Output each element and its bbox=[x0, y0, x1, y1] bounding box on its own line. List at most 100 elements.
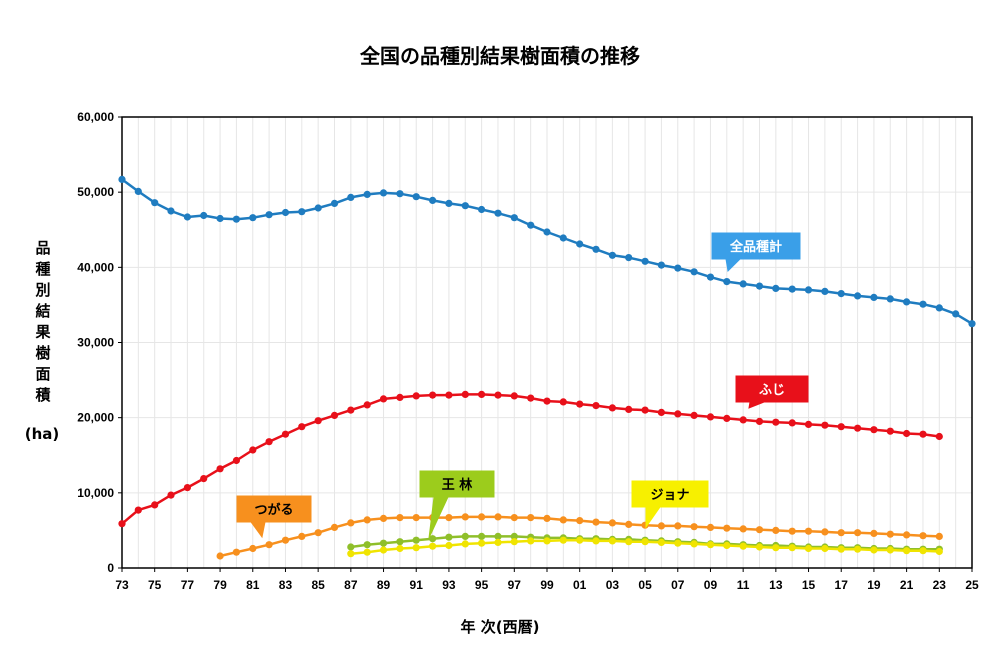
series-1 bbox=[118, 390, 943, 528]
data-point bbox=[510, 392, 518, 400]
data-point bbox=[118, 175, 126, 183]
data-point bbox=[674, 539, 682, 547]
y-tick-label: 50,000 bbox=[77, 185, 114, 199]
data-point bbox=[935, 304, 943, 312]
x-tick-label: 01 bbox=[573, 578, 587, 592]
x-tick-label: 13 bbox=[769, 578, 783, 592]
data-point bbox=[134, 506, 142, 514]
x-tick-label: 93 bbox=[442, 578, 456, 592]
data-point bbox=[249, 446, 257, 454]
data-point bbox=[706, 523, 715, 532]
y-axis-unit: (ha) bbox=[24, 425, 60, 443]
data-point bbox=[298, 532, 306, 541]
data-point bbox=[183, 484, 191, 492]
data-point bbox=[870, 529, 878, 538]
data-point bbox=[576, 240, 584, 248]
data-point bbox=[379, 514, 388, 523]
data-point bbox=[412, 193, 420, 201]
data-point bbox=[445, 199, 453, 207]
x-tick-label: 07 bbox=[671, 578, 685, 592]
series-4 bbox=[347, 536, 943, 558]
data-point bbox=[379, 395, 388, 403]
data-point bbox=[347, 543, 355, 551]
data-point bbox=[396, 393, 404, 401]
x-tick-label: 99 bbox=[540, 578, 554, 592]
data-point bbox=[559, 234, 567, 242]
data-point bbox=[510, 214, 518, 222]
data-point bbox=[461, 390, 469, 398]
data-point bbox=[772, 284, 780, 292]
data-point bbox=[527, 514, 535, 522]
data-point bbox=[804, 420, 813, 428]
data-point bbox=[657, 408, 666, 416]
data-point bbox=[363, 541, 371, 549]
data-point bbox=[804, 286, 813, 294]
data-point bbox=[690, 268, 698, 276]
data-point bbox=[363, 548, 371, 556]
data-point bbox=[527, 537, 535, 545]
data-point bbox=[690, 523, 698, 531]
data-point bbox=[935, 547, 943, 556]
callout-box bbox=[735, 375, 809, 409]
data-point bbox=[723, 541, 731, 550]
data-point bbox=[429, 391, 437, 399]
data-point bbox=[461, 532, 469, 541]
data-point bbox=[739, 280, 747, 288]
data-point bbox=[412, 544, 420, 552]
y-tick-label: 0 bbox=[107, 561, 114, 575]
x-tick-label: 85 bbox=[311, 578, 325, 592]
data-point bbox=[968, 320, 976, 328]
data-point bbox=[625, 520, 633, 529]
data-point bbox=[347, 193, 355, 201]
data-point bbox=[821, 544, 829, 553]
data-point bbox=[739, 542, 747, 550]
data-point bbox=[674, 410, 682, 418]
data-point bbox=[478, 390, 486, 398]
data-point bbox=[788, 527, 796, 535]
data-point bbox=[919, 300, 927, 308]
data-point bbox=[429, 542, 437, 550]
data-point bbox=[935, 532, 943, 541]
series-label: ふじ bbox=[759, 383, 785, 398]
data-point bbox=[837, 529, 845, 537]
data-point bbox=[592, 245, 600, 253]
y-tick-label: 30,000 bbox=[77, 336, 114, 350]
data-point bbox=[363, 401, 371, 409]
data-point bbox=[445, 533, 453, 541]
x-tick-label: 15 bbox=[802, 578, 816, 592]
data-point bbox=[641, 257, 649, 265]
data-point bbox=[347, 406, 355, 414]
data-point bbox=[396, 544, 404, 553]
series-label: ジョナ bbox=[650, 488, 689, 503]
data-point bbox=[183, 213, 191, 221]
data-point bbox=[919, 532, 927, 540]
data-point bbox=[821, 421, 829, 429]
data-point bbox=[706, 413, 715, 421]
data-point bbox=[330, 411, 339, 419]
data-point bbox=[232, 215, 240, 223]
data-point bbox=[952, 310, 960, 318]
data-point bbox=[363, 190, 371, 198]
data-point bbox=[527, 394, 535, 402]
data-point bbox=[494, 391, 502, 399]
data-point bbox=[216, 214, 224, 223]
data-point bbox=[543, 514, 551, 523]
data-point bbox=[886, 530, 894, 538]
data-point bbox=[461, 540, 469, 548]
data-point bbox=[886, 546, 894, 554]
x-tick-labels: 73 75 77 79 81 83 85 87 89 91 93 95 97 99 01 03 05 07 09 11… bbox=[115, 568, 979, 592]
data-point bbox=[151, 501, 159, 509]
data-point bbox=[200, 475, 208, 483]
series-label: つがる bbox=[254, 502, 293, 518]
data-point bbox=[886, 295, 894, 303]
series-2 bbox=[216, 513, 943, 560]
data-point bbox=[788, 544, 796, 552]
data-point bbox=[510, 514, 518, 522]
data-point bbox=[281, 208, 290, 217]
data-point bbox=[314, 529, 322, 537]
data-point bbox=[200, 211, 208, 220]
data-point bbox=[625, 254, 633, 262]
data-point bbox=[543, 228, 551, 236]
data-point bbox=[723, 414, 731, 422]
grid bbox=[122, 117, 972, 568]
